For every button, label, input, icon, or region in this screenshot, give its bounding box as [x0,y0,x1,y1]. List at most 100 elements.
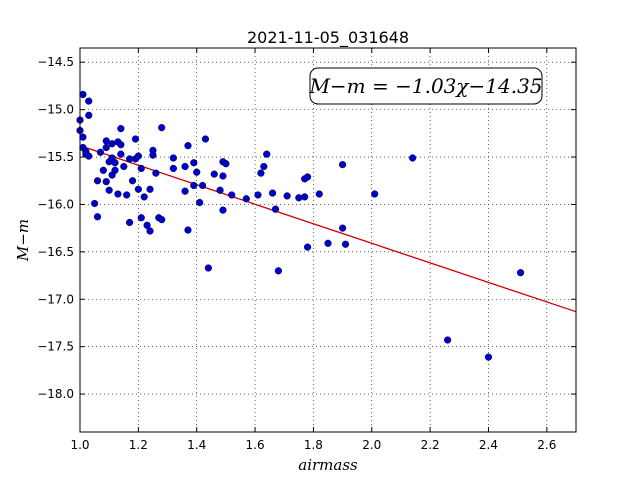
y-tick-label: −14.5 [37,55,74,69]
data-point [338,224,347,232]
x-tick-label: 1.0 [70,438,89,452]
data-point [85,111,93,119]
x-tick-label: 2.6 [537,438,556,452]
data-point [190,159,198,167]
data-point [128,177,137,185]
plot-frame [79,47,577,433]
data-point [444,336,452,344]
data-point [146,185,154,193]
data-point [263,150,271,158]
data-point [198,181,207,190]
fit-equation: M−m = −1.03χ−14.35 [308,74,542,98]
data-point [516,269,525,277]
data-point [184,226,192,234]
data-point [210,170,218,178]
data-point [484,353,493,361]
fit-line-layer [79,145,577,313]
data-point [158,216,166,224]
data-point [260,162,268,171]
data-point [271,205,280,213]
data-point [102,143,110,152]
data-point [137,164,145,173]
data-point [111,166,119,174]
data-point [126,218,134,227]
data-point [190,181,198,190]
data-point [105,186,113,194]
data-point [268,189,277,197]
y-tick-label: −17.5 [37,340,74,354]
data-point [149,151,157,159]
data-point [193,168,201,176]
y-tick-label: −16.5 [37,245,74,259]
data-point [303,173,312,181]
data-point [315,190,323,198]
y-tick-label: −15.5 [37,150,74,164]
data-point [152,169,160,177]
data-point [257,169,265,177]
y-tick-label: −17.0 [37,292,74,306]
data-point [254,191,262,199]
axes-frame [79,47,577,433]
data-point [134,152,142,160]
data-point [196,198,204,207]
data-point [96,148,105,156]
points-layer [76,90,525,361]
data-point [120,162,128,171]
chart-title: 2021-11-05_031648 [247,28,409,48]
data-point [93,177,102,185]
data-point [219,172,227,180]
data-point [216,186,224,194]
data-point [99,166,107,174]
data-point [181,162,189,171]
data-point [85,97,93,105]
fit-line [79,145,577,313]
data-point [222,160,230,168]
data-point [93,213,102,221]
y-tick-label: −16.0 [37,197,74,211]
data-point [102,178,110,186]
data-point [134,185,142,193]
data-point [169,154,177,162]
data-point [201,135,210,143]
data-point [140,193,148,201]
x-tick-label: 1.8 [304,438,323,452]
data-point [409,154,417,162]
data-point [90,199,99,208]
x-tick-label: 1.2 [129,438,148,452]
x-tick-label: 2.0 [362,438,381,452]
y-axis-label: M−m [14,219,32,262]
data-point [143,221,151,229]
data-point [228,191,236,199]
data-point [324,239,332,247]
data-point [123,191,131,199]
data-point [79,133,87,141]
fit-equation-frame [309,67,543,105]
data-point [158,124,166,132]
data-point [184,142,192,150]
data-point [85,152,93,160]
fit-equation-box: M−m = −1.03χ−14.35 [308,67,543,105]
y-axis-ticks: −14.5 −15.0 −15.5 −16.0 −16.5 −17.0 −17.5 −18.0 [37,55,576,401]
data-point [137,214,145,222]
data-point [274,267,283,275]
data-point [114,190,122,198]
y-tick-label: −18.0 [37,387,74,401]
x-tick-label: 2.4 [479,438,498,452]
data-point [79,90,87,99]
data-point [169,164,177,173]
x-tick-label: 2.2 [421,438,440,452]
data-point [181,187,189,195]
data-point [338,161,347,169]
data-point [117,150,125,158]
data-point [303,243,312,251]
data-point [283,192,291,200]
gridlines [79,48,576,432]
data-point [371,190,379,198]
data-point [219,206,227,214]
data-point [146,227,154,235]
data-point [117,141,125,149]
x-axis-label: airmass [298,456,358,474]
data-point [102,137,110,145]
x-axis-ticks: 1.0 1.2 1.4 1.6 1.8 2.0 2.2 2.4 2.6 [70,48,556,452]
